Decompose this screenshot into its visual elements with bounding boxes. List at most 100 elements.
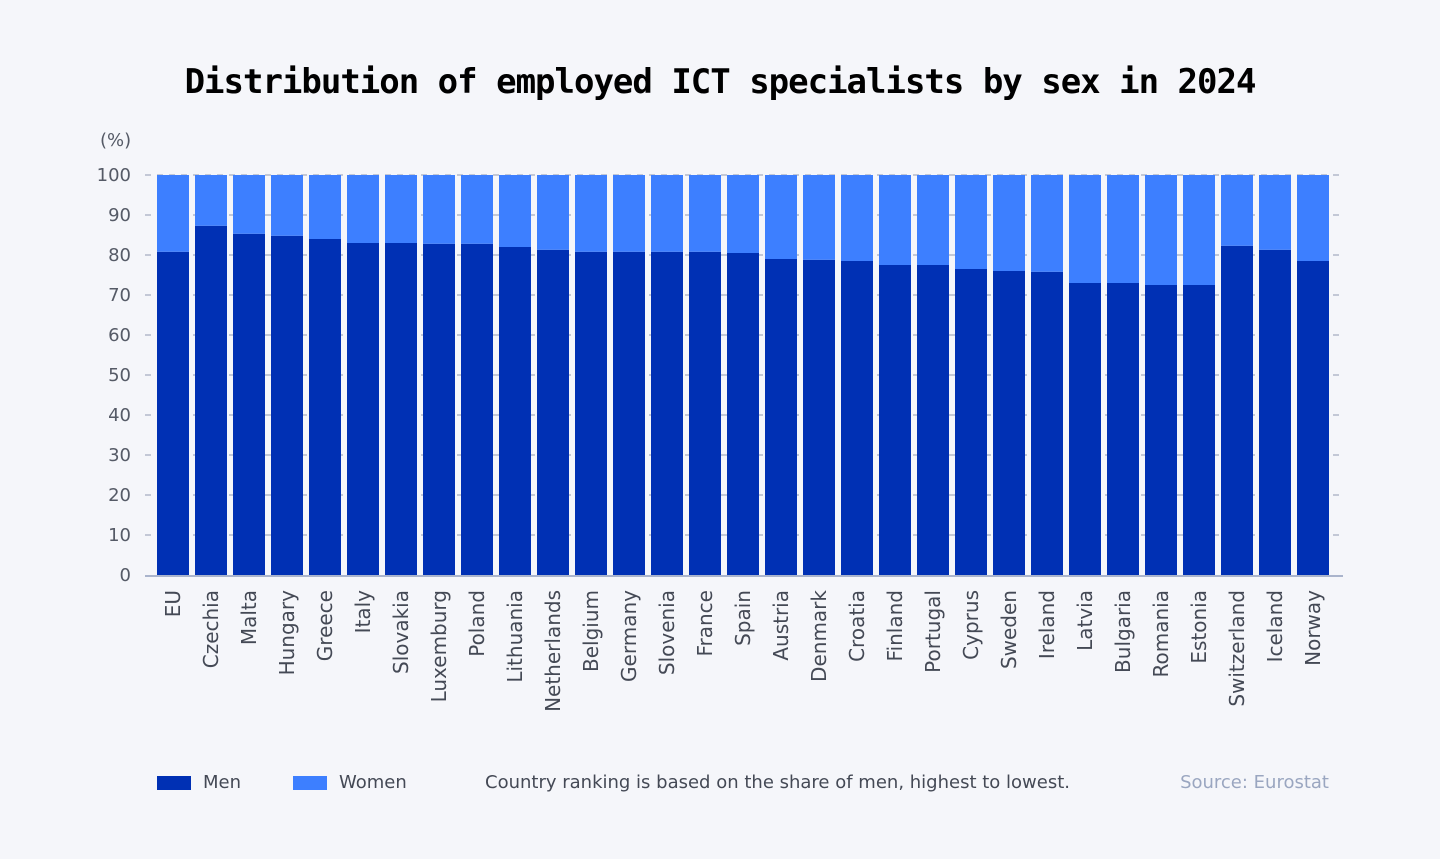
y-axis-label: (%) (100, 130, 131, 151)
bar-men (1221, 245, 1253, 576)
chart-note: Country ranking is based on the share of… (485, 772, 1070, 793)
bar-men (765, 259, 797, 575)
bar-women (879, 175, 911, 265)
x-tick-label: Slovakia (389, 590, 413, 674)
x-tick-label: Norway (1301, 590, 1325, 666)
bar-men (537, 249, 569, 576)
bar-men (689, 251, 721, 576)
x-tick-label: EU (161, 590, 185, 617)
bar-women (689, 175, 721, 252)
x-tick-label: Iceland (1263, 590, 1287, 662)
bar-men (423, 243, 455, 576)
x-tick-label: Latvia (1073, 590, 1097, 651)
y-tick-label: 100 (97, 165, 131, 186)
y-tick-label: 70 (108, 285, 131, 306)
bar-men (1297, 261, 1329, 575)
bar-men (917, 265, 949, 575)
bar-men (993, 271, 1025, 575)
x-tick-label: Lithuania (503, 590, 527, 683)
bar-men (1259, 249, 1291, 576)
x-tick-label: Luxemburg (427, 590, 451, 702)
x-tick-label: Portugal (921, 590, 945, 673)
bar-women (727, 175, 759, 253)
y-tick-label: 10 (108, 525, 131, 546)
legend-label-men: Men (203, 772, 242, 793)
bar-men (575, 251, 607, 576)
x-tick-label: Czechia (199, 590, 223, 668)
x-tick-label: Malta (237, 590, 261, 645)
legend-swatch-men (157, 775, 191, 790)
bar-women (1069, 175, 1101, 283)
x-tick-label: Sweden (997, 590, 1021, 669)
x-tick-label: Spain (731, 590, 755, 646)
bar-women (271, 175, 303, 236)
bar-men (651, 251, 683, 576)
x-tick-label: Ireland (1035, 590, 1059, 659)
x-tick-label: Estonia (1187, 590, 1211, 664)
bar-women (423, 175, 455, 244)
y-tick-label: 0 (120, 565, 131, 586)
bar-women (309, 175, 341, 239)
y-tick-label: 60 (108, 325, 131, 346)
bar-women (1031, 175, 1063, 272)
x-tick-label: Croatia (845, 590, 869, 662)
x-tick-label: Italy (351, 590, 375, 634)
bar-men (1183, 285, 1215, 575)
bar-men (347, 243, 379, 575)
bar-women (803, 175, 835, 260)
x-tick-label: Germany (617, 590, 641, 682)
bar-women (1107, 175, 1139, 283)
bar-men (1069, 283, 1101, 575)
bar-women (1297, 175, 1329, 261)
x-tick-label: Poland (465, 590, 489, 657)
x-tick-label: France (693, 590, 717, 657)
bar-women (499, 175, 531, 247)
bar-women (347, 175, 379, 243)
y-tick-label: 30 (108, 445, 131, 466)
x-tick-label: Finland (883, 590, 907, 661)
legend-item-men: Men (157, 772, 241, 793)
bar-women (765, 175, 797, 259)
y-tick-label: 50 (108, 365, 131, 386)
bar-men (233, 233, 265, 576)
bar-men (385, 243, 417, 575)
x-tick-label: Hungary (275, 590, 299, 676)
y-tick-label: 80 (108, 245, 131, 266)
x-tick-label: Greece (313, 590, 337, 661)
x-tick-label: Netherlands (541, 590, 565, 712)
bar-men (271, 235, 303, 576)
bar-women (613, 175, 645, 252)
bar-men (499, 247, 531, 575)
y-tick-label: 40 (108, 405, 131, 426)
bar-women (385, 175, 417, 243)
bar-men (727, 253, 759, 575)
legend-label-women: Women (339, 772, 407, 793)
bar-men (157, 251, 189, 576)
x-tick-label: Switzerland (1225, 590, 1249, 707)
bar-women (955, 175, 987, 269)
bar-women (157, 175, 189, 252)
bar-women (841, 175, 873, 261)
bar-women (917, 175, 949, 265)
bar-women (1259, 175, 1291, 250)
legend-item-women: Women (293, 772, 407, 793)
bar-women (993, 175, 1025, 271)
y-tick-label: 90 (108, 205, 131, 226)
chart-source: Source: Eurostat (1180, 772, 1329, 793)
bar-women (537, 175, 569, 250)
bar-women (195, 175, 227, 226)
bar-men (1145, 285, 1177, 575)
bar-men (1031, 271, 1063, 575)
x-tick-label: Belgium (579, 590, 603, 672)
bar-men (1107, 283, 1139, 575)
bar-women (233, 175, 265, 234)
bar-men (803, 259, 835, 575)
y-tick-label: 20 (108, 485, 131, 506)
bar-women (1221, 175, 1253, 246)
x-tick-label: Austria (769, 590, 793, 661)
bar-women (1183, 175, 1215, 285)
bar-women (651, 175, 683, 252)
bar-men (195, 225, 227, 576)
bar-men (309, 239, 341, 575)
